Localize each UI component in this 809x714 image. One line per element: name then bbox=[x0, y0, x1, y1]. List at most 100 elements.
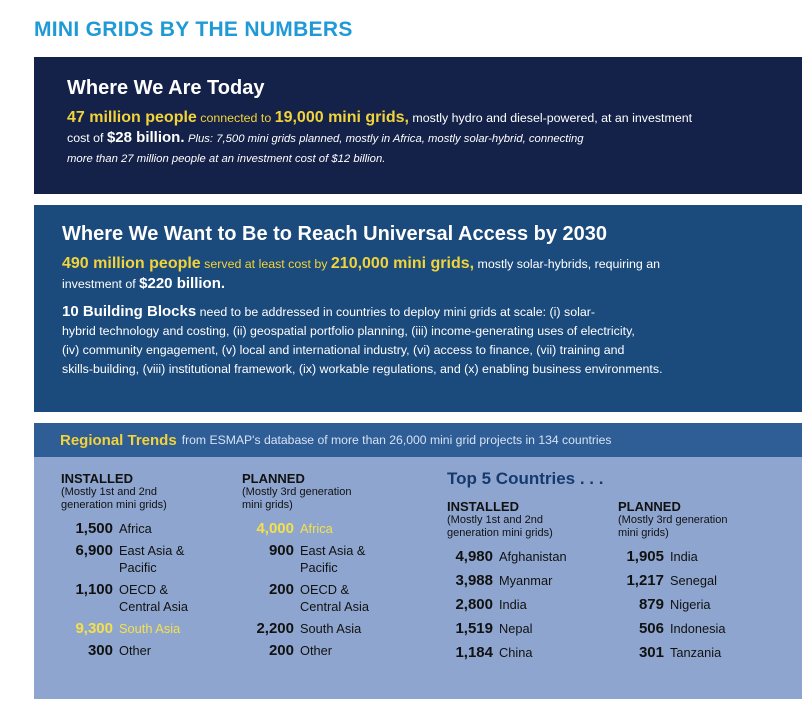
regional-installed-row: 6,900 East Asia & Pacific bbox=[61, 542, 231, 576]
want-grids: 210,000 mini grids, bbox=[330, 255, 475, 272]
regional-installed-region: Other bbox=[119, 643, 152, 658]
building-blocks-line3: (iv) community engagement, (v) local and… bbox=[62, 343, 625, 357]
top-installed-sub: (Mostly 1st and 2nd generation mini grid… bbox=[447, 514, 617, 540]
regional-planned-head: PLANNED bbox=[242, 471, 305, 486]
top-installed-sub1: (Mostly 1st and 2nd bbox=[447, 514, 543, 526]
top-installed-country: China bbox=[499, 645, 533, 660]
top-planned-row: 301 Tanzania bbox=[618, 644, 788, 662]
regional-planned-sub2: mini grids) bbox=[242, 499, 293, 511]
today-panel: Where We Are Today 47 million people con… bbox=[34, 57, 802, 194]
regional-planned-region: Other bbox=[300, 643, 333, 658]
regional-planned-sub1: (Mostly 3rd generation bbox=[242, 486, 352, 498]
today-paragraph: 47 million people connected to 19,000 mi… bbox=[67, 108, 780, 169]
top-planned-sub: (Mostly 3rd generation mini grids) bbox=[618, 514, 788, 540]
top-installed-country: Nepal bbox=[499, 621, 533, 636]
top-planned-country: Indonesia bbox=[670, 621, 726, 636]
regional-installed-row: 300 Other bbox=[61, 642, 231, 659]
trends-subtitle: from ESMAP's database of more than 26,00… bbox=[181, 433, 612, 447]
top-planned-value: 879 bbox=[638, 596, 664, 613]
regional-installed-region: OECD & Central Asia bbox=[119, 582, 188, 614]
trends-title: Regional Trends bbox=[60, 431, 177, 449]
top-installed-column: INSTALLED (Mostly 1st and 2nd generation… bbox=[447, 499, 617, 668]
regional-planned-region: East Asia & Pacific bbox=[300, 543, 366, 575]
want-investment: $220 billion. bbox=[139, 275, 226, 292]
top-planned-value: 301 bbox=[638, 644, 664, 661]
regional-planned-value: 2,200 bbox=[256, 620, 294, 637]
building-blocks-line2: hybrid technology and costing, (ii) geos… bbox=[62, 324, 635, 338]
regional-installed-value: 6,900 bbox=[75, 542, 113, 559]
top-installed-head: INSTALLED bbox=[447, 499, 519, 514]
regional-installed-value: 1,100 bbox=[75, 581, 113, 598]
want-panel: Where We Want to Be to Reach Universal A… bbox=[34, 205, 802, 412]
regional-planned-row: 2,200 South Asia bbox=[242, 620, 422, 637]
top-planned-value: 506 bbox=[638, 620, 664, 637]
top-planned-row: 879 Nigeria bbox=[618, 596, 788, 614]
regional-planned-region: OECD & Central Asia bbox=[300, 582, 369, 614]
regional-planned-value: 200 bbox=[268, 581, 294, 598]
regional-installed-sub1: (Mostly 1st and 2nd bbox=[61, 486, 157, 498]
top-installed-row: 3,988 Myanmar bbox=[447, 572, 617, 590]
regional-installed-region: Africa bbox=[119, 521, 152, 536]
top-planned-head: PLANNED bbox=[618, 499, 681, 514]
regional-installed-sub2: generation mini grids) bbox=[61, 499, 167, 511]
top-installed-country: Afghanistan bbox=[499, 549, 567, 564]
regional-planned-row: 4,000 Africa bbox=[242, 520, 422, 537]
today-heading: Where We Are Today bbox=[67, 77, 265, 99]
today-plus-line2: more than 27 million people at an invest… bbox=[67, 153, 386, 165]
top5-title: Top 5 Countries . . . bbox=[447, 469, 604, 488]
top-planned-row: 1,905 India bbox=[618, 548, 788, 566]
building-blocks-title: 10 Building Blocks bbox=[62, 303, 197, 320]
regional-planned-sub: (Mostly 3rd generation mini grids) bbox=[242, 486, 422, 512]
today-cost: $28 billion. bbox=[106, 129, 185, 146]
want-inv-prefix: investment of bbox=[62, 277, 136, 291]
regional-planned-region: South Asia bbox=[300, 621, 362, 636]
top-planned-row: 506 Indonesia bbox=[618, 620, 788, 638]
top-planned-row: 1,217 Senegal bbox=[618, 572, 788, 590]
want-heading: Where We Want to Be to Reach Universal A… bbox=[62, 223, 608, 245]
top-installed-value: 1,519 bbox=[455, 620, 493, 637]
want-people: 490 million people bbox=[62, 255, 201, 272]
regional-installed-value: 300 bbox=[87, 642, 113, 659]
top-planned-column: PLANNED (Mostly 3rd generation mini grid… bbox=[618, 499, 788, 668]
today-people: 47 million people bbox=[67, 109, 197, 126]
top-installed-row: 1,184 China bbox=[447, 644, 617, 662]
top-planned-value: 1,905 bbox=[626, 548, 664, 565]
top-installed-row: 2,800 India bbox=[447, 596, 617, 614]
regional-planned-row: 200 OECD & Central Asia bbox=[242, 581, 422, 615]
building-blocks-paragraph: 10 Building Blocks need to be addressed … bbox=[62, 302, 780, 379]
regional-planned-region: Africa bbox=[300, 521, 333, 536]
page-title: MINI GRIDS BY THE NUMBERS bbox=[34, 18, 353, 41]
top-installed-value: 2,800 bbox=[455, 596, 493, 613]
top-installed-row: 4,980 Afghanistan bbox=[447, 548, 617, 566]
regional-planned-value: 4,000 bbox=[256, 520, 294, 537]
want-served: served at least cost by bbox=[204, 257, 328, 271]
regional-installed-row: 1,500 Africa bbox=[61, 520, 231, 537]
regional-installed-head: INSTALLED bbox=[61, 471, 133, 486]
regional-planned-row: 900 East Asia & Pacific bbox=[242, 542, 422, 576]
building-blocks-line4: skills-building, (viii) institutional fr… bbox=[62, 362, 663, 376]
trends-header: Regional Trends from ESMAP's database of… bbox=[34, 423, 802, 457]
today-grids: 19,000 mini grids, bbox=[274, 109, 409, 126]
top-planned-country: Tanzania bbox=[670, 645, 722, 660]
today-connected: connected to bbox=[200, 111, 272, 125]
regional-installed-row: 1,100 OECD & Central Asia bbox=[61, 581, 231, 615]
regional-installed-value: 9,300 bbox=[75, 620, 113, 637]
top-installed-value: 1,184 bbox=[455, 644, 493, 661]
today-cost-prefix: cost of bbox=[67, 131, 104, 145]
regional-planned-column: PLANNED (Mostly 3rd generation mini grid… bbox=[242, 471, 422, 664]
building-blocks-line1: need to be addressed in countries to dep… bbox=[199, 305, 595, 319]
top-installed-sub2: generation mini grids) bbox=[447, 527, 553, 539]
want-rest: mostly solar-hybrids, requiring an bbox=[477, 257, 661, 271]
top-installed-value: 3,988 bbox=[455, 572, 493, 589]
regional-installed-region: East Asia & Pacific bbox=[119, 543, 185, 575]
top-planned-country: Senegal bbox=[670, 573, 717, 588]
today-rest: mostly hydro and diesel-powered, at an i… bbox=[412, 111, 693, 125]
top-installed-country: Myanmar bbox=[499, 573, 553, 588]
regional-installed-column: INSTALLED (Mostly 1st and 2nd generation… bbox=[61, 471, 231, 664]
top-planned-country: India bbox=[670, 549, 698, 564]
today-plus-line1: Plus: 7,500 mini grids planned, mostly i… bbox=[187, 133, 584, 145]
top-planned-value: 1,217 bbox=[626, 572, 664, 589]
regional-installed-sub: (Mostly 1st and 2nd generation mini grid… bbox=[61, 486, 231, 512]
regional-installed-value: 1,500 bbox=[75, 520, 113, 537]
regional-planned-value: 900 bbox=[268, 542, 294, 559]
